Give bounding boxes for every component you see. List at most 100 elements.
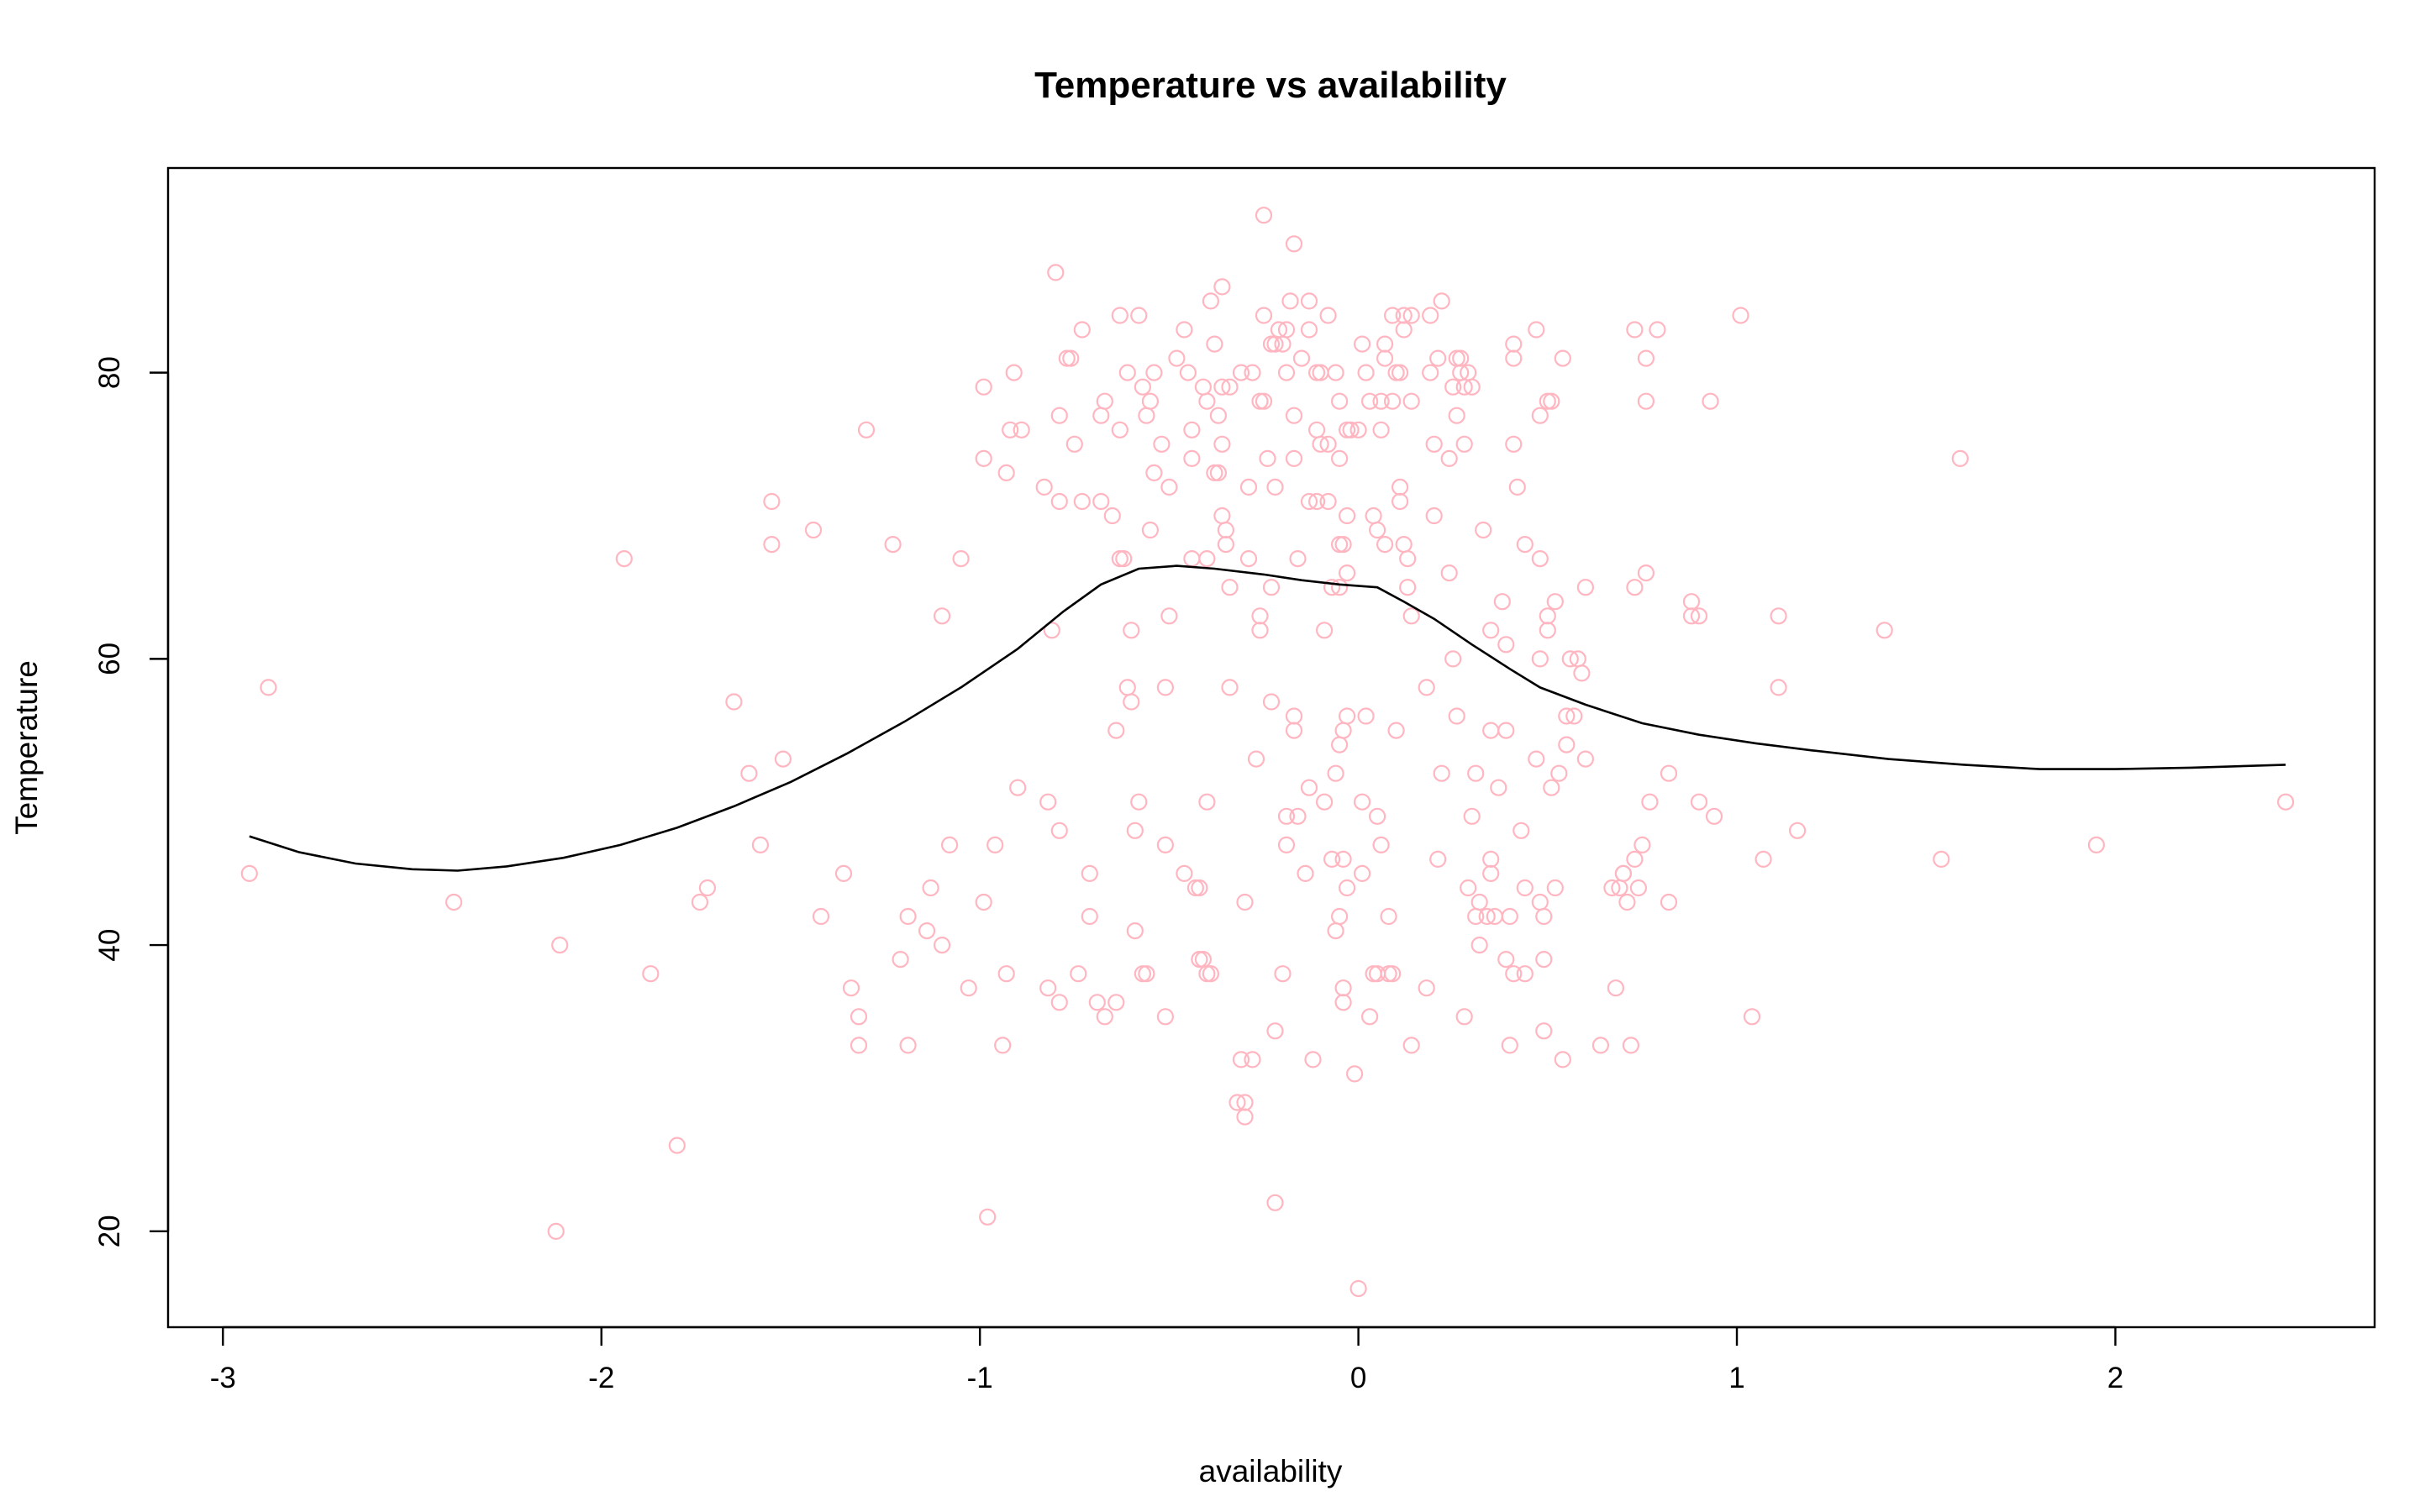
data-point [260,679,277,696]
data-point [1539,392,1556,410]
data-point [1380,965,1397,983]
data-point [1239,549,1258,568]
data-point [1475,521,1492,539]
data-point [1531,650,1549,668]
data-point [1289,807,1307,825]
data-point [1130,307,1148,324]
data-point [1360,1008,1379,1026]
plot-frame [166,166,2376,1329]
data-point [1478,907,1496,926]
data-point [1402,392,1420,410]
data-point [1546,593,1564,611]
data-point [1418,979,1435,997]
data-point [1300,492,1318,511]
y-axis: 20 40 60 80 [93,356,170,1247]
data-point [1376,535,1394,554]
data-point [952,549,970,568]
data-point [1118,679,1136,696]
data-point [1330,907,1349,926]
data-point [1550,764,1568,782]
data-point [1512,822,1530,839]
x-tick-label: 0 [1350,1362,1366,1394]
data-point [1255,207,1273,224]
data-point [1141,392,1160,410]
data-point [1383,392,1402,410]
data-point [1107,994,1125,1011]
data-point [1247,750,1265,768]
data-point [1682,593,1701,611]
data-point [1266,1022,1284,1040]
data-point [1005,364,1023,381]
data-point [1490,779,1507,796]
data-point [1123,622,1140,639]
data-point [1463,378,1481,396]
data-point [1194,378,1213,396]
data-point [1425,507,1443,525]
data-point [1770,607,1787,625]
data-point [1516,535,1534,554]
data-point [1505,435,1523,453]
data-point [1330,736,1349,753]
data-point [1460,879,1477,897]
data-point [1338,879,1356,897]
data-point [1933,850,1950,869]
data-point [1191,950,1208,969]
data-point [1387,722,1405,739]
data-point [1194,950,1213,969]
data-point [1213,378,1231,396]
data-point [1425,435,1443,453]
data-point [1307,364,1326,381]
data-point [1327,364,1344,381]
data-point [1239,478,1258,496]
data-point [240,864,258,883]
data-point [1217,521,1235,539]
data-point [1660,893,1678,911]
data-point [1330,392,1349,410]
data-point [1516,879,1534,897]
data-point [1186,879,1205,897]
data-point [1176,864,1193,883]
data-point [1307,492,1326,511]
data-point [1213,278,1231,296]
data-point [804,521,823,539]
data-point [1244,364,1261,381]
data-point [1357,707,1375,725]
data-point [1391,478,1409,496]
data-point [1209,464,1228,482]
data-point [1440,449,1458,468]
data-point [1179,364,1197,381]
data-point [1145,364,1163,381]
data-point [1138,407,1155,424]
data-point [1535,950,1553,969]
data-point [1528,321,1545,339]
data-point [2277,793,2295,811]
data-point [1531,407,1549,424]
data-point [1244,1051,1261,1068]
data-point [1323,579,1341,596]
data-point [933,607,951,625]
data-point [1372,836,1390,854]
data-point [1202,292,1220,310]
data-point [1255,307,1273,324]
data-point [1546,879,1564,897]
data-point [1690,607,1708,625]
data-point [1528,750,1545,768]
data-point [1618,893,1636,911]
data-point [1281,292,1299,310]
data-point [1607,979,1625,997]
data-point [986,836,1004,854]
data-point [1455,435,1473,453]
data-point [1285,707,1303,725]
data-point [1073,321,1091,339]
data-point [1391,364,1409,381]
data-point [1096,392,1113,410]
data-point [1289,549,1307,568]
data-point [1050,822,1068,839]
data-point [1156,1008,1175,1026]
data-point [1107,722,1125,739]
data-point [1285,235,1303,253]
data-point [1368,521,1386,539]
data-point [763,535,781,554]
data-point [1277,321,1296,339]
data-point [933,936,951,954]
